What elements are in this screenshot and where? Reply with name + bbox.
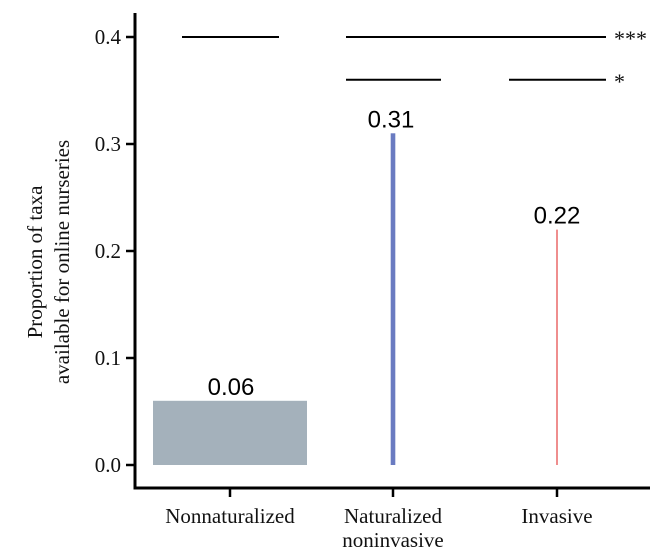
y-tick-label: 0.0 [95,453,121,477]
value-labels: 0.06 0.31 0.22 [208,106,581,401]
x-axis-ticks: Nonnaturalized Naturalized noninvasive Inva… [165,488,593,552]
significance-label: *** [614,26,647,51]
value-label: 0.06 [208,374,255,401]
y-axis-title-line: Proportion of taxa [23,185,47,338]
significance-label: * [614,69,625,94]
bars [153,133,558,466]
axes [133,13,650,490]
bar-2 [390,133,396,466]
x-category-label: Nonnaturalized [165,504,295,528]
y-tick-label: 0.3 [95,132,121,156]
value-label: 0.22 [534,203,581,230]
significance-brackets: **** [182,26,647,94]
y-axis-title-line: available for online nurseries [50,140,74,384]
y-tick-label: 0.2 [95,239,121,263]
x-category-label: Invasive [521,504,592,528]
x-category-label: Naturalized noninvasive [342,504,443,552]
y-tick-label: 0.1 [95,346,121,370]
value-label: 0.31 [368,106,415,133]
bar-1 [153,400,307,465]
y-tick-label: 0.4 [95,25,122,49]
y-axis-title: Proportion of taxa available for online n… [23,140,74,384]
y-axis-ticks: 0.0 0.1 0.2 0.3 0.4 [95,25,135,477]
bar-3 [556,229,558,465]
